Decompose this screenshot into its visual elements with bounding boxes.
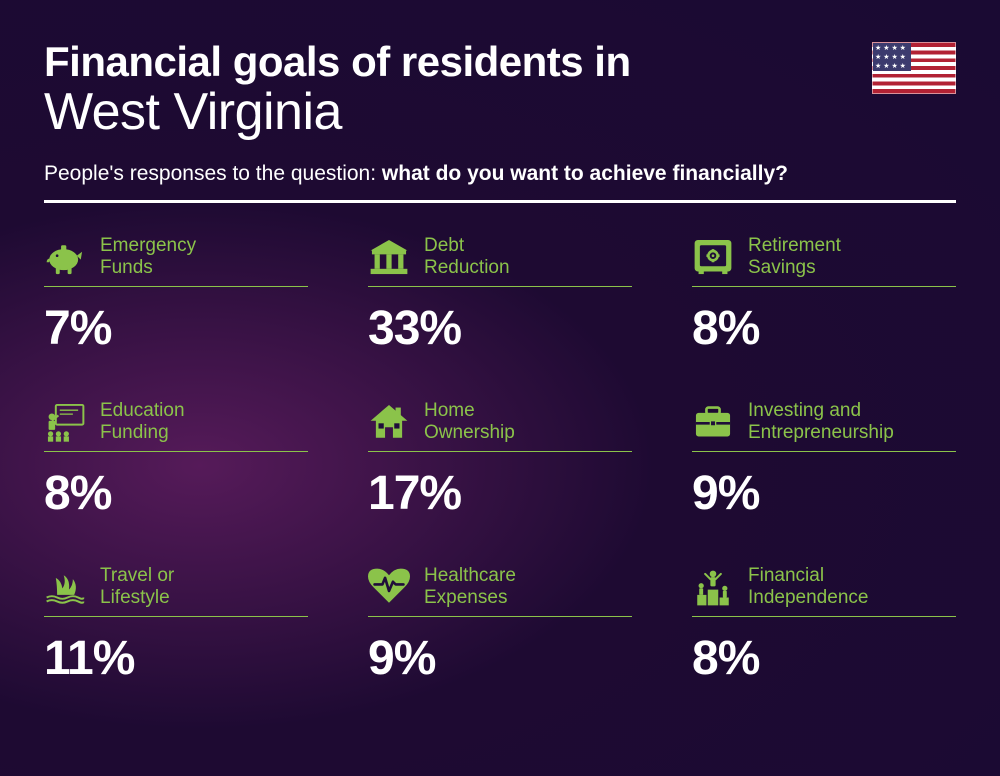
subtitle: People's responses to the question: what… [44, 162, 956, 186]
goal-value: 8% [44, 466, 308, 521]
header: Financial goals of residents in West Vir… [44, 38, 956, 203]
goal-value: 9% [692, 466, 956, 521]
goal-head: HealthcareExpenses [368, 563, 632, 617]
goal-financial-independence: FinancialIndependence 8% [692, 563, 956, 686]
goal-label: FinancialIndependence [748, 565, 868, 609]
education-icon [44, 401, 86, 443]
home-icon [368, 401, 410, 443]
header-divider [44, 200, 956, 203]
independence-icon [692, 566, 734, 608]
goal-label: Travel orLifestyle [100, 565, 174, 609]
goal-head: RetirementSavings [692, 233, 956, 287]
goal-debt-reduction: DebtReduction 33% [368, 233, 632, 356]
goal-label: Investing andEntrepreneurship [748, 400, 894, 444]
goal-home-ownership: HomeOwnership 17% [368, 398, 632, 521]
goal-label: RetirementSavings [748, 235, 841, 279]
goal-value: 9% [368, 631, 632, 686]
goal-label: EmergencyFunds [100, 235, 196, 279]
goal-healthcare-expenses: HealthcareExpenses 9% [368, 563, 632, 686]
goal-label: HomeOwnership [424, 400, 515, 444]
goal-emergency-funds: EmergencyFunds 7% [44, 233, 308, 356]
goal-label: DebtReduction [424, 235, 510, 279]
travel-icon [44, 566, 86, 608]
goal-value: 8% [692, 631, 956, 686]
goal-label: HealthcareExpenses [424, 565, 516, 609]
safe-icon [692, 236, 734, 278]
goal-head: EmergencyFunds [44, 233, 308, 287]
briefcase-icon [692, 401, 734, 443]
goal-value: 8% [692, 301, 956, 356]
title-line-2: West Virginia [44, 82, 956, 142]
goal-value: 7% [44, 301, 308, 356]
goal-head: DebtReduction [368, 233, 632, 287]
subtitle-question: what do you want to achieve financially? [382, 162, 788, 185]
title-line-1: Financial goals of residents in [44, 38, 956, 86]
us-flag-icon [872, 42, 956, 94]
goals-grid: EmergencyFunds 7% DebtReduction 33% Reti… [44, 233, 956, 686]
bank-icon [368, 236, 410, 278]
piggy-bank-icon [44, 236, 86, 278]
goal-value: 17% [368, 466, 632, 521]
goal-value: 33% [368, 301, 632, 356]
healthcare-icon [368, 566, 410, 608]
goal-head: Travel orLifestyle [44, 563, 308, 617]
goal-retirement-savings: RetirementSavings 8% [692, 233, 956, 356]
goal-head: FinancialIndependence [692, 563, 956, 617]
goal-head: EducationFunding [44, 398, 308, 452]
subtitle-prefix: People's responses to the question: [44, 162, 382, 185]
goal-head: HomeOwnership [368, 398, 632, 452]
goal-head: Investing andEntrepreneurship [692, 398, 956, 452]
goal-value: 11% [44, 631, 308, 686]
goal-investing-entrepreneurship: Investing andEntrepreneurship 9% [692, 398, 956, 521]
goal-education-funding: EducationFunding 8% [44, 398, 308, 521]
goal-travel-lifestyle: Travel orLifestyle 11% [44, 563, 308, 686]
goal-label: EducationFunding [100, 400, 185, 444]
